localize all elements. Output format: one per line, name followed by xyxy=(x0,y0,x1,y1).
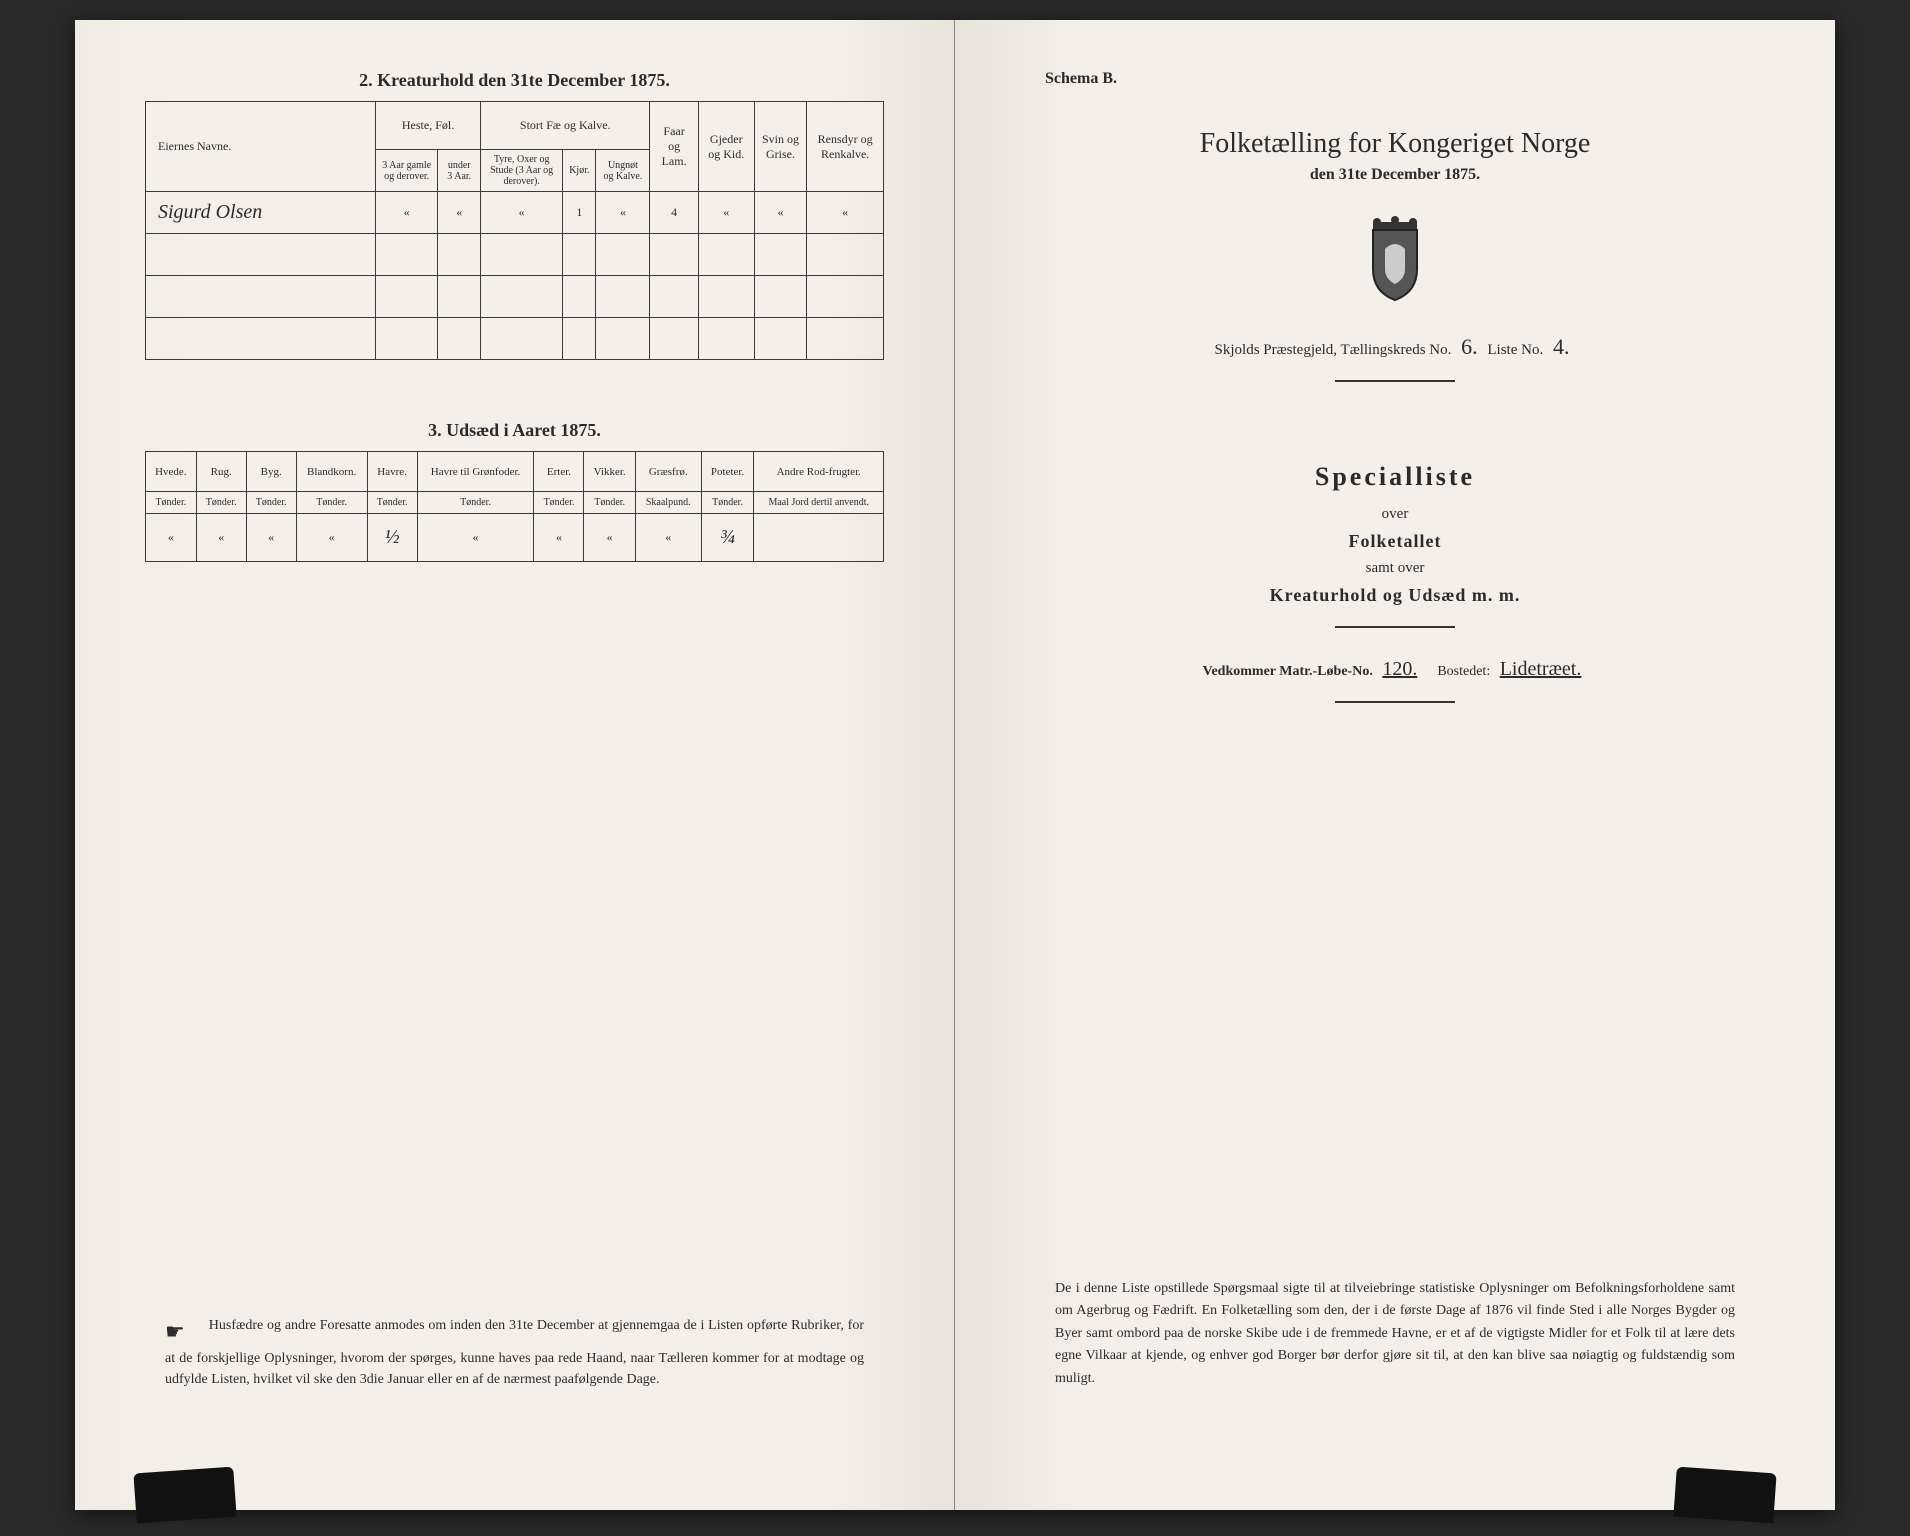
spec-over: over xyxy=(1025,506,1765,523)
cell: « xyxy=(417,514,534,562)
cell: « xyxy=(376,192,438,234)
matr-line: Vedkommer Matr.-Løbe-No. 120. Bostedet: … xyxy=(1025,658,1765,681)
th-h2: under 3 Aar. xyxy=(438,150,481,192)
th-goats: Gjeder og Kid. xyxy=(698,102,754,192)
cell: ½ xyxy=(367,514,417,562)
cell: « xyxy=(807,192,884,234)
table-row: Sigurd Olsen « « « 1 « 4 « « « xyxy=(146,192,884,234)
th: Vikker. xyxy=(584,452,635,492)
divider xyxy=(1335,701,1455,703)
spec-kreaturhold: Kreaturhold og Udsæd m. m. xyxy=(1025,585,1765,606)
document-spread: 2. Kreaturhold den 31te December 1875. E… xyxy=(75,20,1835,1510)
th-sub: Tønder. xyxy=(584,492,635,514)
owner-name: Sigurd Olsen xyxy=(146,192,376,234)
pointing-hand-icon: ☛ xyxy=(165,1315,205,1348)
th: Byg. xyxy=(246,452,296,492)
spec-samt: samt over xyxy=(1025,560,1765,577)
th-sub: Tønder. xyxy=(417,492,534,514)
cell: « xyxy=(146,514,197,562)
schema-label: Schema B. xyxy=(1045,70,1765,88)
district-line: Skjolds Præstegjeld, Tællingskreds No. 6… xyxy=(1025,334,1765,360)
right-bottom-paragraph: De i denne Liste opstillede Spørgsmaal s… xyxy=(1055,1278,1735,1390)
cell: « xyxy=(196,514,246,562)
divider xyxy=(1335,626,1455,628)
district-no: 6. xyxy=(1455,334,1484,359)
cell: « xyxy=(584,514,635,562)
th: Andre Rod-frugter. xyxy=(754,452,884,492)
th-sub: Maal Jord dertil anvendt. xyxy=(754,492,884,514)
census-title: Folketælling for Kongeriget Norge xyxy=(1025,128,1765,160)
th-sub: Tønder. xyxy=(534,492,584,514)
cell: « xyxy=(754,192,807,234)
cell: « xyxy=(296,514,367,562)
table1-title: 2. Kreaturhold den 31te December 1875. xyxy=(145,70,884,91)
bosted-label: Bostedet: xyxy=(1437,664,1490,679)
right-page: Schema B. Folketælling for Kongeriget No… xyxy=(955,20,1835,1510)
th-h1: 3 Aar gamle og derover. xyxy=(376,150,438,192)
th-sub: Tønder. xyxy=(246,492,296,514)
cell: « xyxy=(635,514,701,562)
th-sub: Tønder. xyxy=(701,492,754,514)
th: Havre. xyxy=(367,452,417,492)
cell: « xyxy=(246,514,296,562)
th-horses: Heste, Føl. xyxy=(376,102,481,150)
th-sub: Skaalpund. xyxy=(635,492,701,514)
th-sub: Tønder. xyxy=(146,492,197,514)
district-label: Skjolds Præstegjeld, Tællingskreds No. xyxy=(1215,342,1452,358)
census-date: den 31te December 1875. xyxy=(1025,166,1765,184)
vedk-label: Vedkommer Matr.-Løbe-No. xyxy=(1203,664,1373,679)
cell: ¾ xyxy=(701,514,754,562)
bosted-value: Lidetræet. xyxy=(1494,658,1588,680)
th-cattle: Stort Fæ og Kalve. xyxy=(481,102,650,150)
list-no: 4. xyxy=(1547,334,1576,359)
binder-clip xyxy=(133,1467,236,1524)
cell: « xyxy=(481,192,563,234)
th-sub: Tønder. xyxy=(296,492,367,514)
table-row xyxy=(146,318,884,360)
cell xyxy=(754,514,884,562)
th-c3: Ungnøt og Kalve. xyxy=(596,150,650,192)
th: Græsfrø. xyxy=(635,452,701,492)
matr-no: 120. xyxy=(1376,658,1423,680)
th-name: Eiernes Navne. xyxy=(146,102,376,192)
table-row xyxy=(146,234,884,276)
left-page: 2. Kreaturhold den 31te December 1875. E… xyxy=(75,20,955,1510)
cell: « xyxy=(438,192,481,234)
th-sheep: Faar og Lam. xyxy=(650,102,698,192)
th-sub: Tønder. xyxy=(367,492,417,514)
cell: 4 xyxy=(650,192,698,234)
livestock-table: Eiernes Navne. Heste, Føl. Stort Fæ og K… xyxy=(145,101,884,360)
divider xyxy=(1335,380,1455,382)
specialliste-title: Specialliste xyxy=(1025,462,1765,492)
table2-title: 3. Udsæd i Aaret 1875. xyxy=(145,420,884,441)
th: Erter. xyxy=(534,452,584,492)
binder-clip xyxy=(1673,1467,1776,1524)
th: Blandkorn. xyxy=(296,452,367,492)
th: Hvede. xyxy=(146,452,197,492)
coat-of-arms-icon xyxy=(1355,214,1435,304)
th-reindeer: Rensdyr og Renkalve. xyxy=(807,102,884,192)
table-row xyxy=(146,276,884,318)
th: Havre til Grønfoder. xyxy=(417,452,534,492)
th-sub: Tønder. xyxy=(196,492,246,514)
footnote-text: Husfædre og andre Foresatte anmodes om i… xyxy=(165,1318,864,1387)
th: Rug. xyxy=(196,452,246,492)
spec-folketallet: Folketallet xyxy=(1025,531,1765,552)
left-footnote: ☛ Husfædre og andre Foresatte anmodes om… xyxy=(165,1315,864,1390)
th-pigs: Svin og Grise. xyxy=(754,102,807,192)
cell: 1 xyxy=(563,192,596,234)
th-c1: Tyre, Oxer og Stude (3 Aar og derover). xyxy=(481,150,563,192)
seed-table: Hvede. Rug. Byg. Blandkorn. Havre. Havre… xyxy=(145,451,884,562)
cell: « xyxy=(534,514,584,562)
th: Poteter. xyxy=(701,452,754,492)
cell: « xyxy=(596,192,650,234)
table-row: « « « « ½ « « « « ¾ xyxy=(146,514,884,562)
th-c2: Kjør. xyxy=(563,150,596,192)
list-label: Liste No. xyxy=(1487,342,1543,358)
cell: « xyxy=(698,192,754,234)
